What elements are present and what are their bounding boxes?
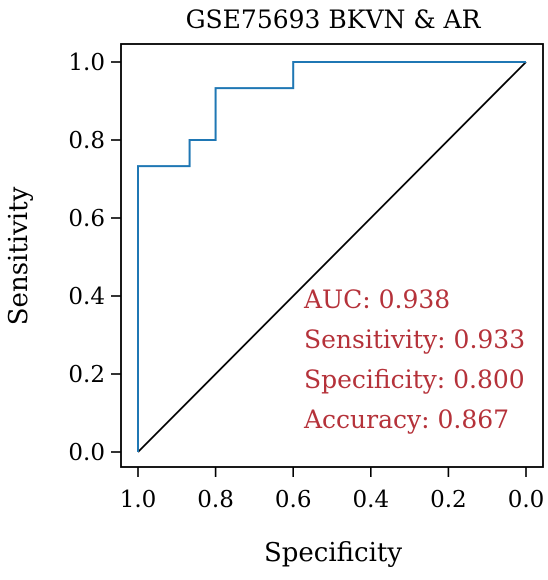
x-tick-label: 0.4	[353, 487, 390, 513]
y-tick-label: 0.6	[68, 206, 105, 232]
y-tick-label: 0.8	[68, 128, 105, 154]
y-axis: 0.0 0.2 0.4 0.6 0.8 1.0	[68, 50, 121, 466]
x-tick-label: 0.6	[275, 487, 312, 513]
y-tick-label: 0.4	[68, 284, 105, 310]
y-tick-label: 1.0	[68, 50, 105, 76]
chart-title: GSE75693 BKVN & AR	[186, 5, 482, 34]
plot-frame	[120, 43, 544, 468]
y-tick-label: 0.2	[68, 362, 105, 388]
x-tick-label: 1.0	[120, 487, 157, 513]
plot-area	[137, 61, 527, 453]
roc-curve-0	[137, 61, 526, 452]
y-tick-label: 0.0	[68, 440, 105, 466]
metric-annotation: Specificity: 0.800	[304, 365, 525, 394]
x-tick-label: 0.8	[197, 487, 234, 513]
x-tick-label: 0.0	[508, 487, 545, 513]
metrics-annotations: AUC: 0.938 Sensitivity: 0.933 Specificity:…	[303, 285, 525, 434]
x-axis: 1.0 0.8 0.6 0.4 0.2 0.0	[120, 467, 545, 513]
y-axis-label: Sensitivity	[4, 186, 34, 325]
metric-annotation: Accuracy: 0.867	[303, 405, 509, 434]
x-tick-label: 0.2	[430, 487, 467, 513]
metric-annotation: AUC: 0.938	[303, 285, 450, 314]
reference-diagonal	[137, 61, 527, 453]
metric-annotation: Sensitivity: 0.933	[304, 325, 525, 354]
x-axis-label: Specificity	[264, 538, 402, 568]
